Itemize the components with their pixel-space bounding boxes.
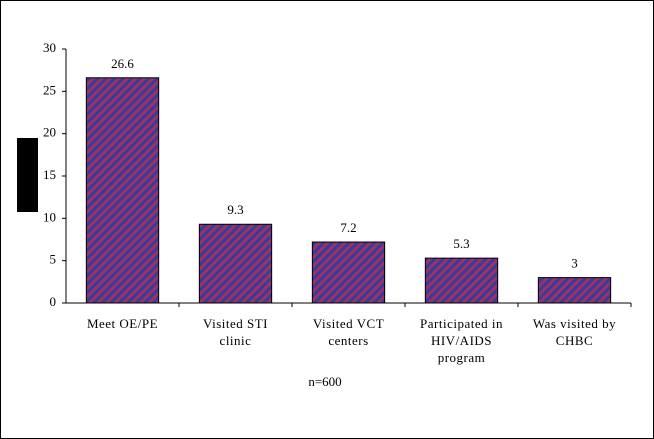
value-label: 9.3 — [227, 202, 243, 217]
x-tick-label: Visited STI clinic — [202, 316, 269, 348]
bar — [537, 277, 612, 304]
bar — [424, 257, 499, 304]
x-tick-label: Participated in HIV/AIDS program — [420, 316, 503, 365]
y-tick-label: 30 — [43, 40, 56, 55]
bar — [198, 223, 273, 304]
redacted-label — [17, 138, 38, 212]
bar — [85, 77, 160, 304]
y-tick-label: 5 — [50, 252, 57, 267]
value-label: 5.3 — [453, 236, 469, 251]
x-tick-label: Meet OE/PE — [86, 316, 159, 331]
x-tick-label: Visited VCT centers — [312, 316, 385, 348]
value-label: 7.2 — [340, 220, 356, 235]
x-tick-label: Was visited by CHBC — [532, 316, 617, 348]
y-tick-label: 15 — [43, 167, 56, 182]
value-label: 3 — [571, 256, 578, 271]
y-tick-label: 20 — [43, 125, 56, 140]
bar — [311, 241, 386, 304]
value-label: 26.6 — [111, 56, 134, 71]
y-tick-label: 10 — [43, 209, 56, 224]
y-tick-label: 25 — [43, 82, 56, 97]
annotation: n=600 — [308, 374, 341, 389]
y-tick-label: 0 — [50, 294, 57, 309]
